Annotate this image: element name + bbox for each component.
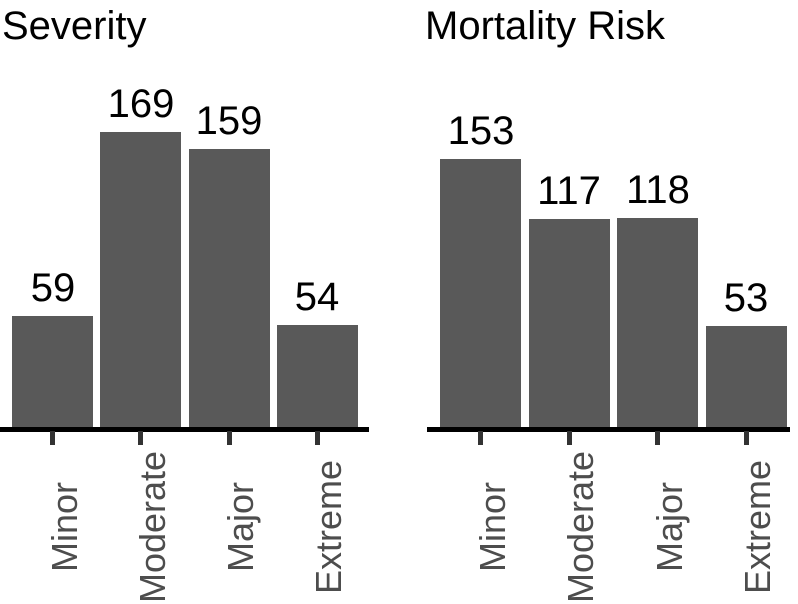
bar-value-label: 59 <box>30 266 76 310</box>
x-tick-label-minor: Minor <box>44 481 85 573</box>
severity-chart-title: Severity <box>2 4 147 48</box>
x-axis-tick <box>50 431 55 445</box>
x-axis-tick <box>478 431 483 445</box>
x-axis-tick <box>227 431 232 445</box>
bar-value-label: 53 <box>723 276 769 320</box>
bar-major <box>189 149 270 427</box>
bar-minor <box>440 159 521 427</box>
x-axis-tick <box>744 431 749 445</box>
bar-value-label: 153 <box>447 109 515 153</box>
x-axis-tick <box>567 431 572 445</box>
bar-minor <box>12 316 93 427</box>
bar-moderate <box>100 132 181 427</box>
bar-moderate <box>529 219 610 427</box>
bar-value-label: 118 <box>626 168 690 212</box>
x-tick-label-extreme: Extreme <box>308 459 349 595</box>
bar-value-label: 117 <box>537 169 601 213</box>
bar-value-label: 159 <box>195 99 263 143</box>
bar-extreme <box>706 326 787 427</box>
x-tick-label-moderate: Moderate <box>132 450 173 604</box>
x-axis-tick <box>138 431 143 445</box>
x-tick-label-extreme: Extreme <box>737 459 778 595</box>
bar-extreme <box>277 325 358 427</box>
x-tick-label-major: Major <box>649 481 690 573</box>
x-tick-label-moderate: Moderate <box>560 450 601 604</box>
x-tick-label-major: Major <box>220 481 261 573</box>
bar-value-label: 169 <box>107 82 175 126</box>
x-axis-tick <box>315 431 320 445</box>
x-axis-tick <box>655 431 660 445</box>
x-axis-line <box>427 427 790 432</box>
mortality-risk-chart-title: Mortality Risk <box>425 4 666 48</box>
bar-major <box>617 218 698 427</box>
x-axis-line <box>0 427 369 432</box>
x-tick-label-minor: Minor <box>472 481 513 573</box>
bar-value-label: 54 <box>294 275 340 319</box>
